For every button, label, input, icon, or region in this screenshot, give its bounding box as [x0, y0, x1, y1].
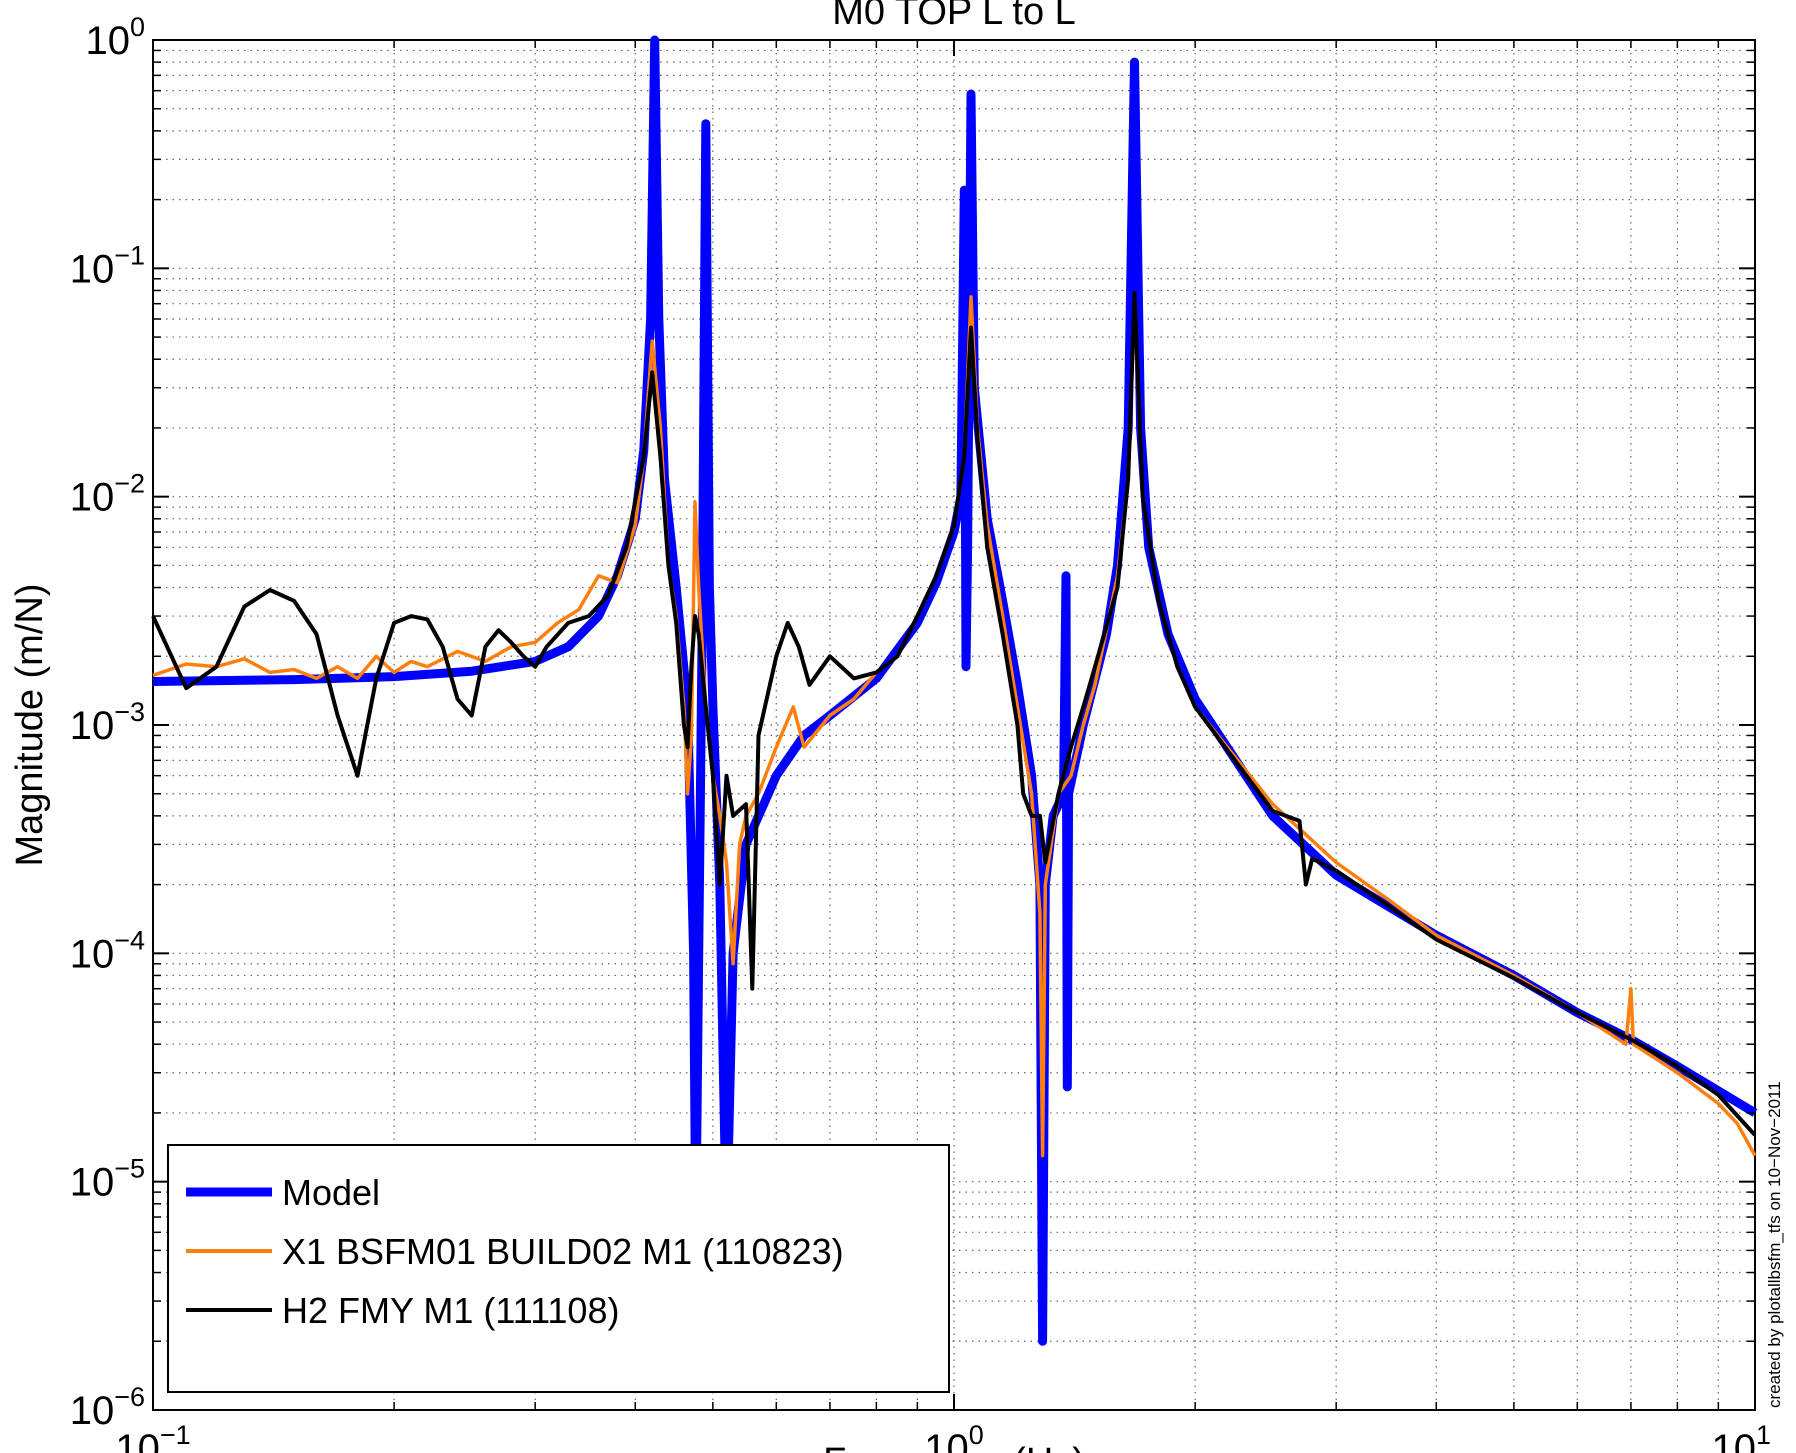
x-tick-label: 100	[924, 1420, 984, 1453]
y-tick-label: 10−3	[70, 697, 145, 748]
creation-annotation: created by plotallbsfm_tfs on 10−Nov−201…	[1765, 1081, 1784, 1408]
ticks: 10−1 100 101 100 10−1 10−2 10−3 10−4 10−5 10−6	[70, 12, 1771, 1453]
legend-label-x1: X1 BSFM01 BUILD02 M1 (110823)	[282, 1231, 844, 1272]
chart-title: M0 TOP L to L	[832, 0, 1076, 33]
y-tick-label: 10−2	[70, 469, 145, 520]
legend: Model X1 BSFM01 BUILD02 M1 (110823) H2 F…	[167, 1144, 950, 1393]
series-line-1	[152, 295, 1757, 1158]
legend-box	[167, 1144, 950, 1393]
series-layer	[151, 35, 1758, 1346]
y-tick-label: 10−5	[70, 1154, 145, 1205]
series-line-0	[152, 35, 1758, 1346]
y-tick-label: 10−4	[70, 925, 145, 976]
x-axis-label: Frequency (Hz)	[823, 1441, 1085, 1453]
y-tick-label: 100	[85, 12, 145, 63]
y-axis-label: Magnitude (m/N)	[9, 584, 51, 867]
legend-label-model: Model	[282, 1172, 380, 1213]
x-tick-label: 10−1	[115, 1420, 190, 1453]
legend-label-h2: H2 FMY M1 (111108)	[282, 1290, 619, 1331]
y-tick-label: 10−6	[70, 1382, 145, 1433]
x-tick-label: 101	[1711, 1420, 1771, 1453]
y-tick-label: 10−1	[70, 240, 145, 291]
series-line-2	[151, 291, 1757, 1137]
